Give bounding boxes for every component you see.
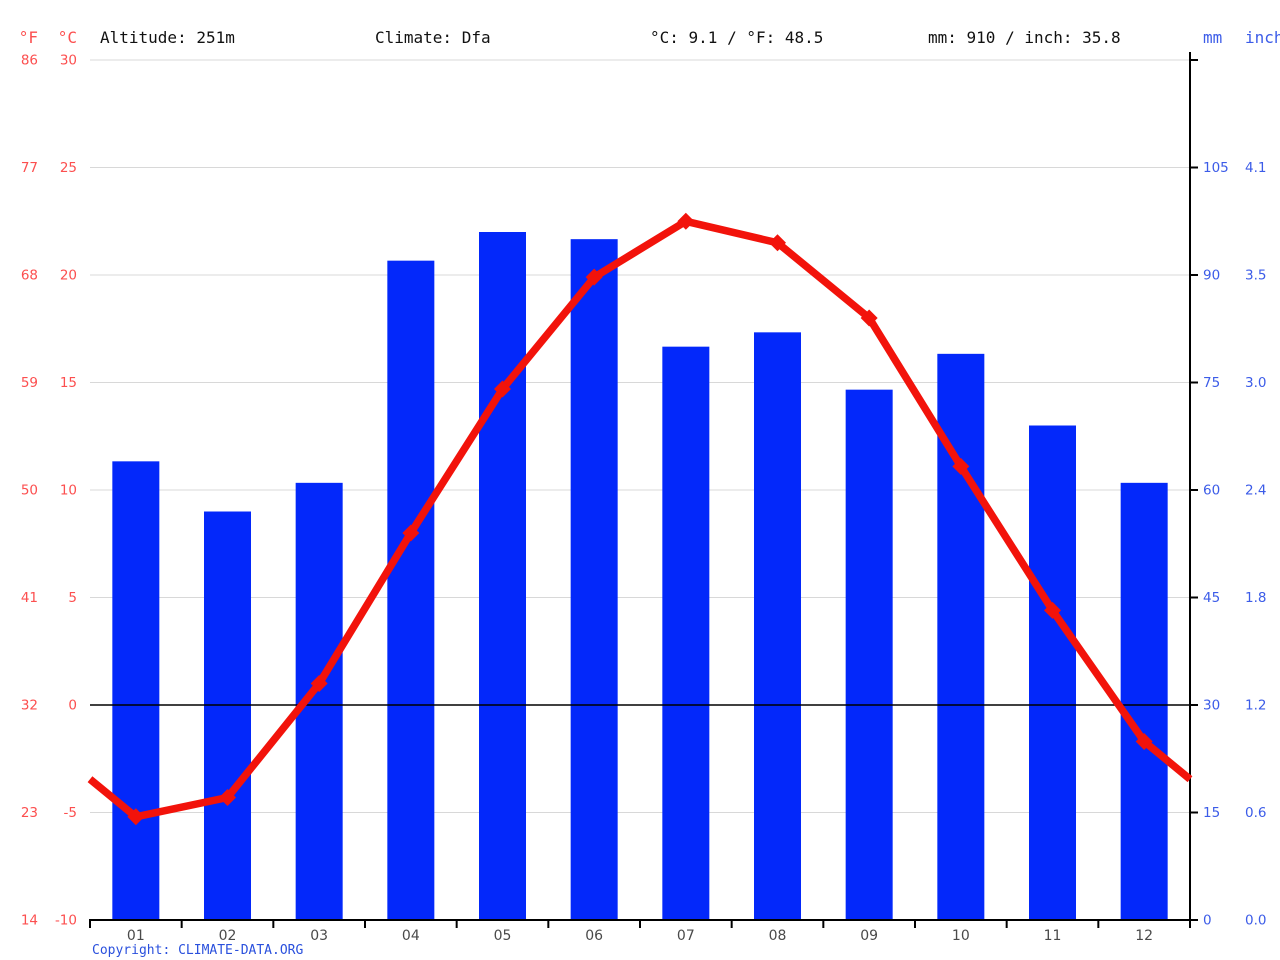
inch-axis-unit: inch <box>1245 28 1280 47</box>
precipitation-bar <box>1120 482 1168 920</box>
temperature-point <box>127 808 145 826</box>
temperature-line <box>87 217 1193 821</box>
celsius-axis-unit: °C <box>58 28 77 47</box>
month-label: 08 <box>769 928 787 944</box>
precipitation-bar <box>387 260 435 921</box>
precipitation-bar <box>845 389 893 921</box>
mm-axis-label: 90 <box>1203 268 1220 284</box>
inch-axis-label: 1.2 <box>1245 698 1266 714</box>
inch-axis-label: 0.6 <box>1245 805 1266 821</box>
month-label: 03 <box>310 928 328 944</box>
precipitation-bar <box>937 353 985 920</box>
mm-axis-label: 75 <box>1203 375 1220 391</box>
month-label: 07 <box>677 928 695 944</box>
temperature-point <box>494 380 511 398</box>
temperature-point <box>1044 601 1061 619</box>
mm-axis-label: 30 <box>1203 698 1220 714</box>
celsius-axis-label: 15 <box>60 375 77 391</box>
precipitation-bar <box>570 239 618 920</box>
temperature-point <box>769 234 786 252</box>
mm-axis-unit: mm <box>1203 28 1222 47</box>
month-label: 11 <box>1044 928 1062 944</box>
temperature-point <box>402 524 420 542</box>
temperature-point <box>310 675 328 692</box>
month-label: 06 <box>585 928 603 944</box>
fahrenheit-axis-label: 14 <box>21 913 38 929</box>
month-label: 04 <box>402 928 420 944</box>
month-label: 05 <box>494 928 512 944</box>
fahrenheit-axis-label: 32 <box>21 698 38 714</box>
inch-axis-label: 2.4 <box>1245 483 1266 499</box>
inch-axis-label: 1.8 <box>1245 590 1266 606</box>
inch-axis-label: 4.1 <box>1245 160 1266 176</box>
altitude-label: Altitude: 251m <box>100 28 235 47</box>
inch-axis-label: 0.0 <box>1245 913 1266 929</box>
copyright-link[interactable]: Copyright: CLIMATE-DATA.ORG <box>92 943 303 958</box>
inch-axis-label: 3.5 <box>1245 268 1266 284</box>
precipitation-bar <box>662 346 710 921</box>
mm-axis-label: 105 <box>1203 160 1229 176</box>
temperature-point <box>585 268 603 286</box>
precipitation-bar <box>479 232 526 920</box>
temperature-point <box>1135 733 1153 751</box>
fahrenheit-axis-label: 50 <box>21 483 38 499</box>
mm-axis-label: 15 <box>1203 805 1220 821</box>
temperature-point <box>219 788 236 806</box>
inch-axis-label: 3.0 <box>1245 375 1266 391</box>
precipitation-bar <box>112 461 160 920</box>
precipitation-bar <box>204 511 251 920</box>
celsius-axis-label: 25 <box>60 160 77 176</box>
fahrenheit-axis-label: 59 <box>21 375 38 391</box>
temperature-point <box>860 309 878 327</box>
celsius-axis-label: -10 <box>55 913 77 929</box>
celsius-axis-label: 5 <box>68 590 77 606</box>
fahrenheit-axis-label: 68 <box>21 268 38 284</box>
climate-classification-label: Climate: Dfa <box>375 28 491 47</box>
month-label: 01 <box>127 928 145 944</box>
fahrenheit-axis-label: 41 <box>21 590 38 606</box>
temperature-point <box>952 457 970 475</box>
month-label: 09 <box>860 928 878 944</box>
temperature-point <box>677 212 695 230</box>
precipitation-bar <box>754 332 801 920</box>
celsius-axis-label: 0 <box>68 698 77 714</box>
mm-axis-label: 45 <box>1203 590 1220 606</box>
month-label: 10 <box>952 928 970 944</box>
month-label: 12 <box>1135 928 1153 944</box>
celsius-axis-label: 20 <box>60 268 77 284</box>
fahrenheit-axis-label: 77 <box>21 160 38 176</box>
annual-temperature-label: °C: 9.1 / °F: 48.5 <box>650 28 823 47</box>
precipitation-bar <box>1029 425 1076 920</box>
mm-axis-label: 0 <box>1203 913 1212 929</box>
annual-precipitation-label: mm: 910 / inch: 35.8 <box>928 28 1121 47</box>
fahrenheit-axis-label: 86 <box>21 53 38 69</box>
fahrenheit-axis-unit: °F <box>19 28 38 47</box>
celsius-axis-label: 10 <box>60 483 77 499</box>
celsius-axis-label: 30 <box>60 53 77 69</box>
fahrenheit-axis-label: 23 <box>21 805 38 821</box>
month-label: 02 <box>219 928 237 944</box>
mm-axis-label: 60 <box>1203 483 1220 499</box>
celsius-axis-label: -5 <box>64 805 77 821</box>
